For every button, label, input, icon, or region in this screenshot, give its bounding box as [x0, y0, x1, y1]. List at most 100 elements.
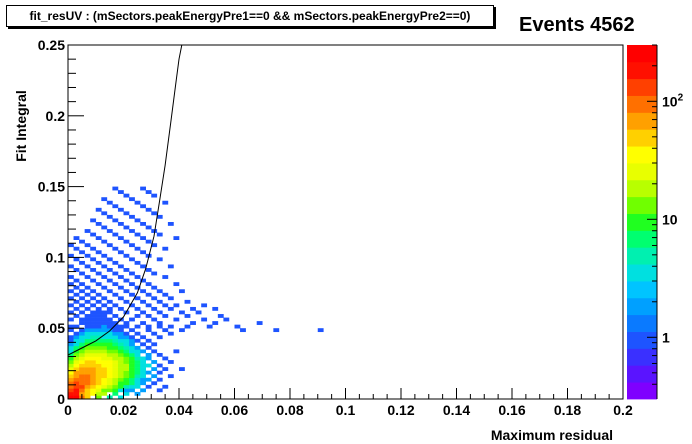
heatmap-cell — [90, 310, 97, 315]
heatmap-cell — [79, 239, 85, 244]
heatmap-cell — [90, 289, 97, 294]
heatmap-cell — [101, 310, 108, 315]
heatmap-cell — [79, 260, 85, 265]
heatmap-cell — [129, 257, 135, 262]
heatmap-cell — [167, 222, 174, 226]
heatmap-cell — [173, 349, 180, 354]
heatmap-cell — [73, 391, 80, 396]
heatmap-cell — [151, 271, 158, 276]
heatmap-cell — [201, 303, 208, 308]
heatmap-cell — [90, 374, 97, 379]
heatmap-cell — [68, 253, 74, 258]
heatmap-cell — [129, 360, 135, 364]
heatmap-cell — [112, 367, 119, 371]
heatmap-cell — [95, 391, 102, 396]
heatmap-cell — [106, 381, 113, 386]
heatmap-cell — [68, 391, 74, 396]
heatmap-cell — [101, 349, 108, 354]
heatmap-cell — [95, 328, 102, 333]
heatmap-cell — [134, 381, 141, 386]
heatmap-cell — [167, 374, 174, 379]
heatmap-cell — [84, 349, 91, 354]
heatmap-cell — [156, 363, 163, 368]
heatmap-cell — [117, 349, 124, 354]
heatmap-cell — [173, 236, 180, 240]
heatmap-cell — [95, 207, 102, 212]
heatmap-cell — [145, 338, 152, 343]
plot-title-box: fit_resUV : (mSectors.peakEnergyPre1==0 … — [6, 5, 494, 27]
heatmap-cell — [117, 236, 124, 240]
color-palette — [627, 45, 657, 400]
heatmap-cell — [79, 310, 85, 315]
heatmap-cell — [79, 377, 85, 382]
heatmap-cell — [273, 328, 280, 333]
heatmap-cell — [95, 306, 102, 311]
heatmap-cell — [95, 377, 102, 382]
heatmap-cell — [73, 236, 80, 240]
heatmap-cell — [134, 391, 141, 396]
heatmap-cell — [68, 352, 74, 357]
heatmap-cell — [140, 381, 146, 386]
palette-swatch — [627, 45, 657, 63]
palette-swatch — [627, 382, 657, 400]
heatmap-cell — [73, 356, 80, 361]
palette-tick-label: 1 — [662, 329, 670, 345]
heatmap-cell — [73, 257, 80, 262]
palette-swatch — [627, 281, 657, 299]
heatmap-cell — [73, 335, 80, 340]
heatmap-cell — [79, 303, 85, 308]
heatmap-cell — [134, 200, 141, 205]
heatmap-cell — [84, 381, 91, 386]
heatmap-cell — [156, 299, 163, 304]
y-tick-label: 0.05 — [38, 320, 65, 336]
heatmap-cell — [112, 186, 119, 191]
heatmap-cell — [134, 356, 141, 361]
heatmap-cell — [117, 250, 124, 255]
heatmap-cell — [145, 356, 152, 361]
heatmap-cell — [162, 200, 169, 205]
heatmap-cell — [151, 381, 158, 386]
heatmap-cell — [112, 342, 119, 347]
heatmap-cell — [95, 352, 102, 357]
heatmap-cell — [73, 374, 80, 379]
heatmap-cell — [117, 275, 124, 279]
heatmap-cell — [145, 314, 152, 318]
heatmap-cell — [79, 391, 85, 396]
heatmap-cell — [84, 367, 91, 371]
heatmap-cell — [79, 356, 85, 361]
palette-swatch — [627, 297, 657, 316]
heatmap-cell — [95, 345, 102, 350]
heatmap-cell — [240, 328, 246, 333]
heatmap-cell — [79, 317, 85, 322]
heatmap-cell — [68, 381, 74, 386]
heatmap-cell — [145, 282, 152, 287]
heatmap-cell — [106, 384, 113, 389]
heatmap-cell — [95, 356, 102, 361]
heatmap-cell — [134, 377, 141, 382]
heatmap-cell — [95, 331, 102, 336]
heatmap-cell — [140, 186, 146, 191]
heatmap-cell — [90, 314, 97, 318]
heatmap-cell — [101, 374, 108, 379]
palette-swatch — [627, 264, 657, 282]
palette-swatch — [627, 348, 657, 366]
heatmap-cell — [101, 239, 108, 244]
heatmap-cell — [84, 391, 91, 396]
heatmap-cell — [84, 229, 91, 233]
heatmap-cell — [117, 222, 124, 226]
heatmap-cell — [123, 331, 130, 336]
heatmap-cell — [95, 317, 102, 322]
heatmap-cell — [212, 321, 219, 325]
heatmap-cell — [140, 342, 146, 347]
heatmap-cell — [140, 310, 146, 315]
palette-swatch — [627, 61, 657, 80]
heatmap-cell — [101, 335, 108, 340]
heatmap-cell — [140, 236, 146, 240]
heatmap-cell — [123, 211, 130, 216]
heatmap-cell — [217, 314, 224, 318]
heatmap-cell — [117, 360, 124, 364]
heatmap-cell — [123, 338, 130, 343]
heatmap-cell — [73, 352, 80, 357]
heatmap-cell — [106, 268, 113, 272]
heatmap-cell — [134, 374, 141, 379]
